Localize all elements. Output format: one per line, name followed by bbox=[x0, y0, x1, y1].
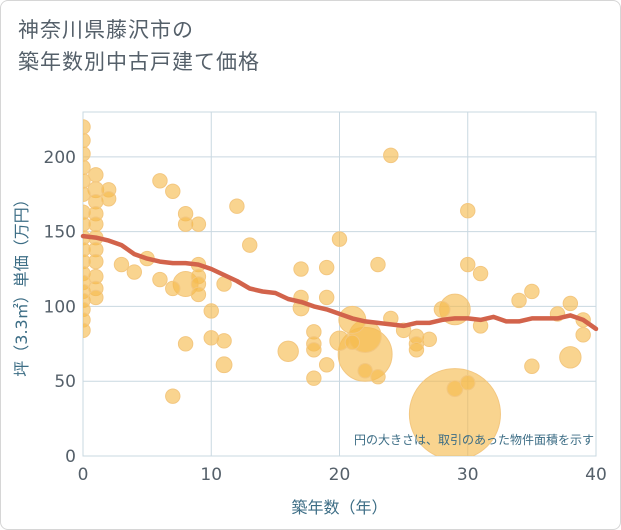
bubble-point bbox=[100, 191, 117, 207]
bubble-point bbox=[177, 336, 194, 352]
bubble-point bbox=[344, 334, 361, 351]
bubble-point bbox=[152, 173, 168, 189]
bubble-point bbox=[306, 342, 322, 358]
bubble-point bbox=[293, 261, 309, 277]
tick-labels: 0 50 100 150 200 0 10 20 30 40 bbox=[44, 148, 607, 485]
bubble-point bbox=[88, 216, 104, 232]
bubble-point bbox=[152, 271, 168, 288]
bubble-point bbox=[318, 259, 335, 276]
bubble-point bbox=[357, 363, 373, 379]
bubble-point bbox=[575, 327, 591, 343]
bubble-point bbox=[460, 375, 476, 391]
bubble-point bbox=[83, 159, 91, 176]
bubble-point bbox=[524, 283, 540, 300]
bubble-point bbox=[562, 295, 579, 312]
bubble-point bbox=[83, 322, 91, 339]
x-tick-label: 30 bbox=[457, 465, 479, 485]
bubble-point bbox=[277, 340, 299, 362]
bubble-point bbox=[421, 331, 437, 348]
bubble-point bbox=[331, 231, 348, 247]
bubble-point bbox=[203, 303, 219, 319]
bubble-point bbox=[229, 198, 245, 214]
bubble-point bbox=[306, 370, 322, 386]
x-tick-label: 40 bbox=[585, 465, 607, 485]
bubble-point bbox=[383, 147, 399, 164]
bubble-point bbox=[88, 253, 104, 270]
bubble-point bbox=[460, 256, 476, 273]
bubble-point bbox=[83, 186, 91, 202]
bubble-point bbox=[460, 203, 476, 219]
y-tick-label: 200 bbox=[44, 148, 76, 168]
bubble-point bbox=[215, 356, 233, 374]
chart-title-line2: 築年数別中古戸建て価格 bbox=[18, 50, 260, 74]
bubble-point bbox=[83, 132, 91, 149]
bubble-point bbox=[242, 237, 258, 253]
bubble-point bbox=[113, 256, 130, 273]
y-tick-label: 100 bbox=[44, 297, 76, 317]
bubble-point bbox=[408, 368, 501, 456]
y-tick-label: 150 bbox=[44, 223, 76, 243]
bubble-point bbox=[511, 292, 527, 309]
x-tick-label: 20 bbox=[329, 465, 351, 485]
bubble-point bbox=[83, 173, 91, 189]
bubble-size-note: 円の大きさは、取引のあった物件面積を示す bbox=[354, 432, 594, 447]
bubble-point bbox=[370, 256, 386, 273]
bubble-point bbox=[126, 264, 143, 280]
average-price-line bbox=[80, 233, 599, 332]
bubble-point bbox=[190, 216, 207, 232]
chart-title: 神奈川県藤沢市の 築年数別中古戸建て価格 bbox=[18, 14, 260, 78]
trend-line-layer bbox=[80, 233, 599, 332]
bubble-point bbox=[165, 388, 181, 404]
x-tick-label: 0 bbox=[78, 465, 89, 485]
bubble-point bbox=[83, 146, 91, 162]
y-axis-title: 坪（3.3㎡）単価（万円） bbox=[12, 191, 31, 376]
bubble-point bbox=[472, 265, 489, 282]
bubble-point bbox=[177, 216, 194, 232]
bubble-point bbox=[88, 289, 104, 306]
bubble-point bbox=[559, 346, 582, 369]
bubble-point bbox=[433, 301, 451, 318]
bubble-point bbox=[83, 119, 91, 135]
bubble-point bbox=[408, 342, 425, 358]
bubble-point bbox=[88, 167, 104, 183]
bubble-point bbox=[203, 330, 219, 346]
y-tick-label: 50 bbox=[54, 372, 76, 392]
bubble-point bbox=[370, 369, 386, 385]
bubble-point bbox=[318, 357, 335, 373]
bubble-point bbox=[446, 380, 464, 398]
chart-title-line1: 神奈川県藤沢市の bbox=[18, 18, 194, 42]
x-tick-label: 10 bbox=[200, 465, 222, 485]
bubble-point bbox=[165, 183, 181, 199]
bubble-point bbox=[190, 286, 207, 303]
bubble-point bbox=[165, 280, 181, 297]
y-tick-label: 0 bbox=[65, 447, 76, 467]
x-axis-title: 築年数（年） bbox=[291, 498, 387, 517]
bubble-point bbox=[83, 216, 91, 232]
bubble-point bbox=[524, 358, 540, 374]
bubble-layer bbox=[83, 119, 591, 456]
bubble-point bbox=[216, 333, 232, 349]
bubble-point bbox=[318, 289, 335, 306]
